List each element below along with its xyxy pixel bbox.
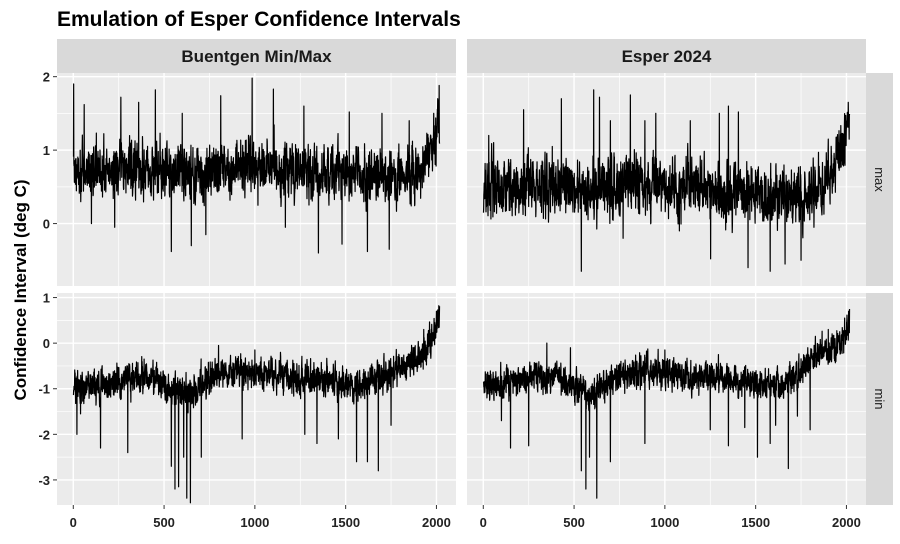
- facet-strip-right: [866, 293, 893, 505]
- x-tick-label: 1000: [240, 515, 269, 530]
- facet-strip-top: [57, 39, 456, 73]
- y-tick-label: -1: [38, 382, 50, 397]
- panel-buentgen-min-max-max: [57, 73, 456, 286]
- panel-background: [467, 293, 866, 505]
- panel-buentgen-min-max-min: [57, 293, 456, 505]
- series-line: [482, 309, 851, 499]
- x-tick-label: 1000: [650, 515, 679, 530]
- y-tick-label: 1: [43, 291, 50, 306]
- y-tick-label: 0: [43, 336, 50, 351]
- y-tick-label: -2: [38, 427, 50, 442]
- panels-layer: [57, 73, 866, 505]
- y-tick-label: 1: [43, 143, 50, 158]
- panel-esper-2024-max: [467, 73, 866, 286]
- facet-strip-label: Buentgen Min/Max: [181, 47, 332, 66]
- panel-background: [57, 293, 456, 505]
- strips-layer: Buentgen Min/Max Esper 2024 max min: [57, 39, 893, 505]
- facet-strip-right: [866, 73, 893, 286]
- series-line: [72, 305, 441, 504]
- panel-esper-2024-min: [467, 293, 866, 505]
- y-axis-label: Confidence Interval (deg C): [11, 179, 30, 400]
- series-line: [482, 89, 851, 272]
- x-tick-label: 1500: [741, 515, 770, 530]
- y-tick-label: -3: [38, 473, 50, 488]
- facet-strip-top: [467, 39, 866, 73]
- facet-strip-label: min: [872, 389, 887, 410]
- x-tick-label: 2000: [832, 515, 861, 530]
- y-tick-label: 2: [43, 70, 50, 85]
- x-tick-label: 0: [480, 515, 487, 530]
- facet-strip-label: max: [872, 167, 887, 192]
- series-line: [72, 77, 441, 254]
- facet-strip-label: Esper 2024: [622, 47, 712, 66]
- y-tick-label: 0: [43, 217, 50, 232]
- x-tick-label: 500: [563, 515, 585, 530]
- x-tick-label: 1500: [331, 515, 360, 530]
- chart-title: Emulation of Esper Confidence Intervals: [57, 8, 461, 31]
- x-tick-label: 500: [153, 515, 175, 530]
- x-tick-label: 0: [70, 515, 77, 530]
- axes-layer: 0 1 2 -3 -2 -1 0 1 0 500 1000 1500 2000 0 500 1000 1500 2…: [38, 70, 860, 530]
- x-tick-label: 2000: [422, 515, 451, 530]
